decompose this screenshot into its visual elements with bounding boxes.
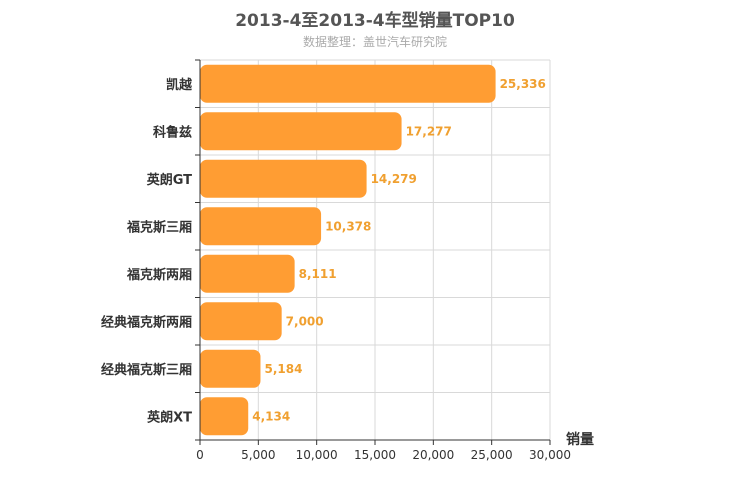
bar — [200, 302, 282, 341]
category-label: 英朗XT — [146, 409, 192, 425]
bar — [200, 254, 295, 293]
bar — [200, 207, 322, 246]
data-label: 4,134 — [252, 409, 290, 423]
category-label: 英朗GT — [146, 172, 192, 188]
data-label: 8,111 — [299, 267, 337, 281]
category-label: 科鲁兹 — [153, 124, 192, 140]
category-label: 福克斯三厢 — [126, 219, 192, 235]
bar — [200, 397, 249, 436]
category-label: 经典福克斯两厢 — [101, 314, 192, 330]
x-tick-label: 5,000 — [241, 448, 275, 462]
category-label: 福克斯两厢 — [126, 267, 192, 283]
bar — [200, 64, 496, 103]
x-tick-label: 15,000 — [354, 448, 396, 462]
category-label: 经典福克斯三厢 — [101, 362, 192, 378]
data-label: 10,378 — [325, 219, 371, 233]
data-label: 5,184 — [264, 362, 302, 376]
x-tick-label: 25,000 — [471, 448, 513, 462]
bar — [200, 159, 367, 198]
x-axis-title: 销量 — [566, 431, 594, 448]
data-label: 25,336 — [500, 77, 546, 91]
data-label: 17,277 — [406, 124, 452, 138]
x-tick-label: 20,000 — [412, 448, 454, 462]
x-tick-label: 10,000 — [296, 448, 338, 462]
category-label: 凯越 — [166, 77, 193, 93]
chart-title: 2013-4至2013-4车型销量TOP10 — [235, 11, 515, 31]
x-tick-label: 30,000 — [529, 448, 571, 462]
chart-subtitle: 数据整理：盖世汽车研究院 — [302, 35, 447, 49]
bar — [200, 349, 261, 388]
x-tick-label: 0 — [196, 448, 204, 462]
bar — [200, 112, 402, 151]
data-label: 7,000 — [286, 314, 324, 328]
data-label: 14,279 — [371, 172, 417, 186]
